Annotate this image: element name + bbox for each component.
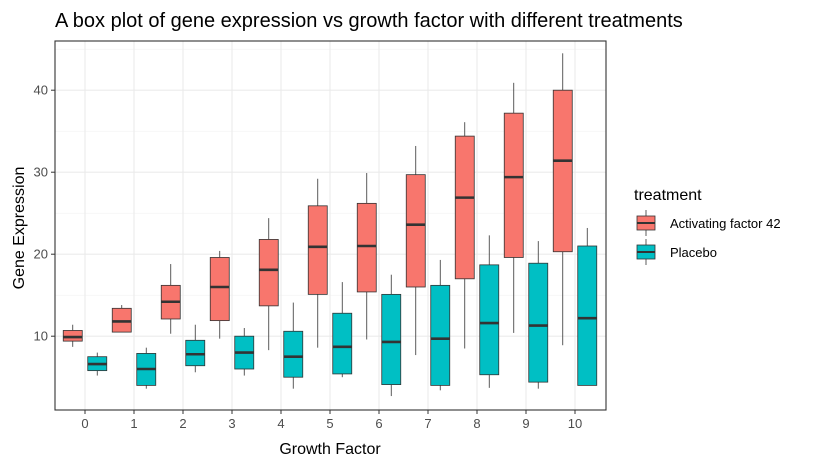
legend-label: Activating factor 42 [670,216,781,231]
box [552,53,573,346]
box [307,178,328,348]
legend: treatment Activating factor 42 Placebo [634,187,781,265]
legend-title: treatment [634,187,702,204]
box-body [209,257,230,322]
y-tick-label: 20 [34,247,48,262]
box [577,227,598,386]
series-placebo [87,227,598,397]
box [283,302,304,389]
box-body [356,202,377,293]
box [136,347,157,389]
box-body [503,112,524,258]
legend-label: Placebo [670,245,717,260]
box [528,241,549,389]
x-tick-label: 7 [424,416,431,431]
x-tick-label: 1 [130,416,137,431]
box-body [405,174,426,288]
box [185,324,206,373]
x-tick-label: 8 [473,416,480,431]
box-body [577,245,598,386]
box-body [307,205,328,295]
box-series-group [62,53,598,397]
box [332,282,353,378]
box [381,274,402,397]
box [234,328,255,376]
chart-title: A box plot of gene expression vs growth … [55,10,683,32]
box [62,324,83,347]
box-body [258,239,279,307]
legend-items: Activating factor 42 Placebo [636,210,781,265]
box [503,82,524,333]
x-axis: 0 1 2 3 4 5 6 7 8 9 10 [81,410,582,431]
box-body [430,284,451,386]
box-body [479,264,500,376]
box [160,264,181,334]
box [430,259,451,391]
x-tick-label: 0 [81,416,88,431]
box [356,173,377,340]
x-tick-label: 2 [179,416,186,431]
series-activating-factor-42 [62,53,573,356]
y-axis: 10 20 30 40 [34,83,55,344]
box [479,235,500,388]
box-body [528,262,549,383]
y-tick-label: 30 [34,165,48,180]
box [111,305,132,333]
x-tick-label: 10 [568,416,582,431]
legend-item: Activating factor 42 [636,210,781,236]
box-body [283,330,304,378]
box-body [552,89,573,253]
box [258,218,279,351]
x-tick-label: 5 [326,416,333,431]
box [87,352,108,376]
x-tick-label: 6 [375,416,382,431]
x-tick-label: 9 [522,416,529,431]
y-tick-label: 40 [34,83,48,98]
box-body [332,312,353,375]
y-tick-label: 10 [34,329,48,344]
box [405,145,426,356]
box [209,250,230,339]
x-axis-title: Growth Factor [279,441,381,458]
plot-panel [54,40,607,411]
x-tick-label: 3 [228,416,235,431]
box-body [454,135,475,280]
x-tick-label: 4 [277,416,284,431]
y-axis-title: Gene Expression [11,167,28,290]
box [454,122,475,349]
major-gridlines [55,41,606,410]
legend-item: Placebo [636,239,717,265]
box-body [381,293,402,385]
